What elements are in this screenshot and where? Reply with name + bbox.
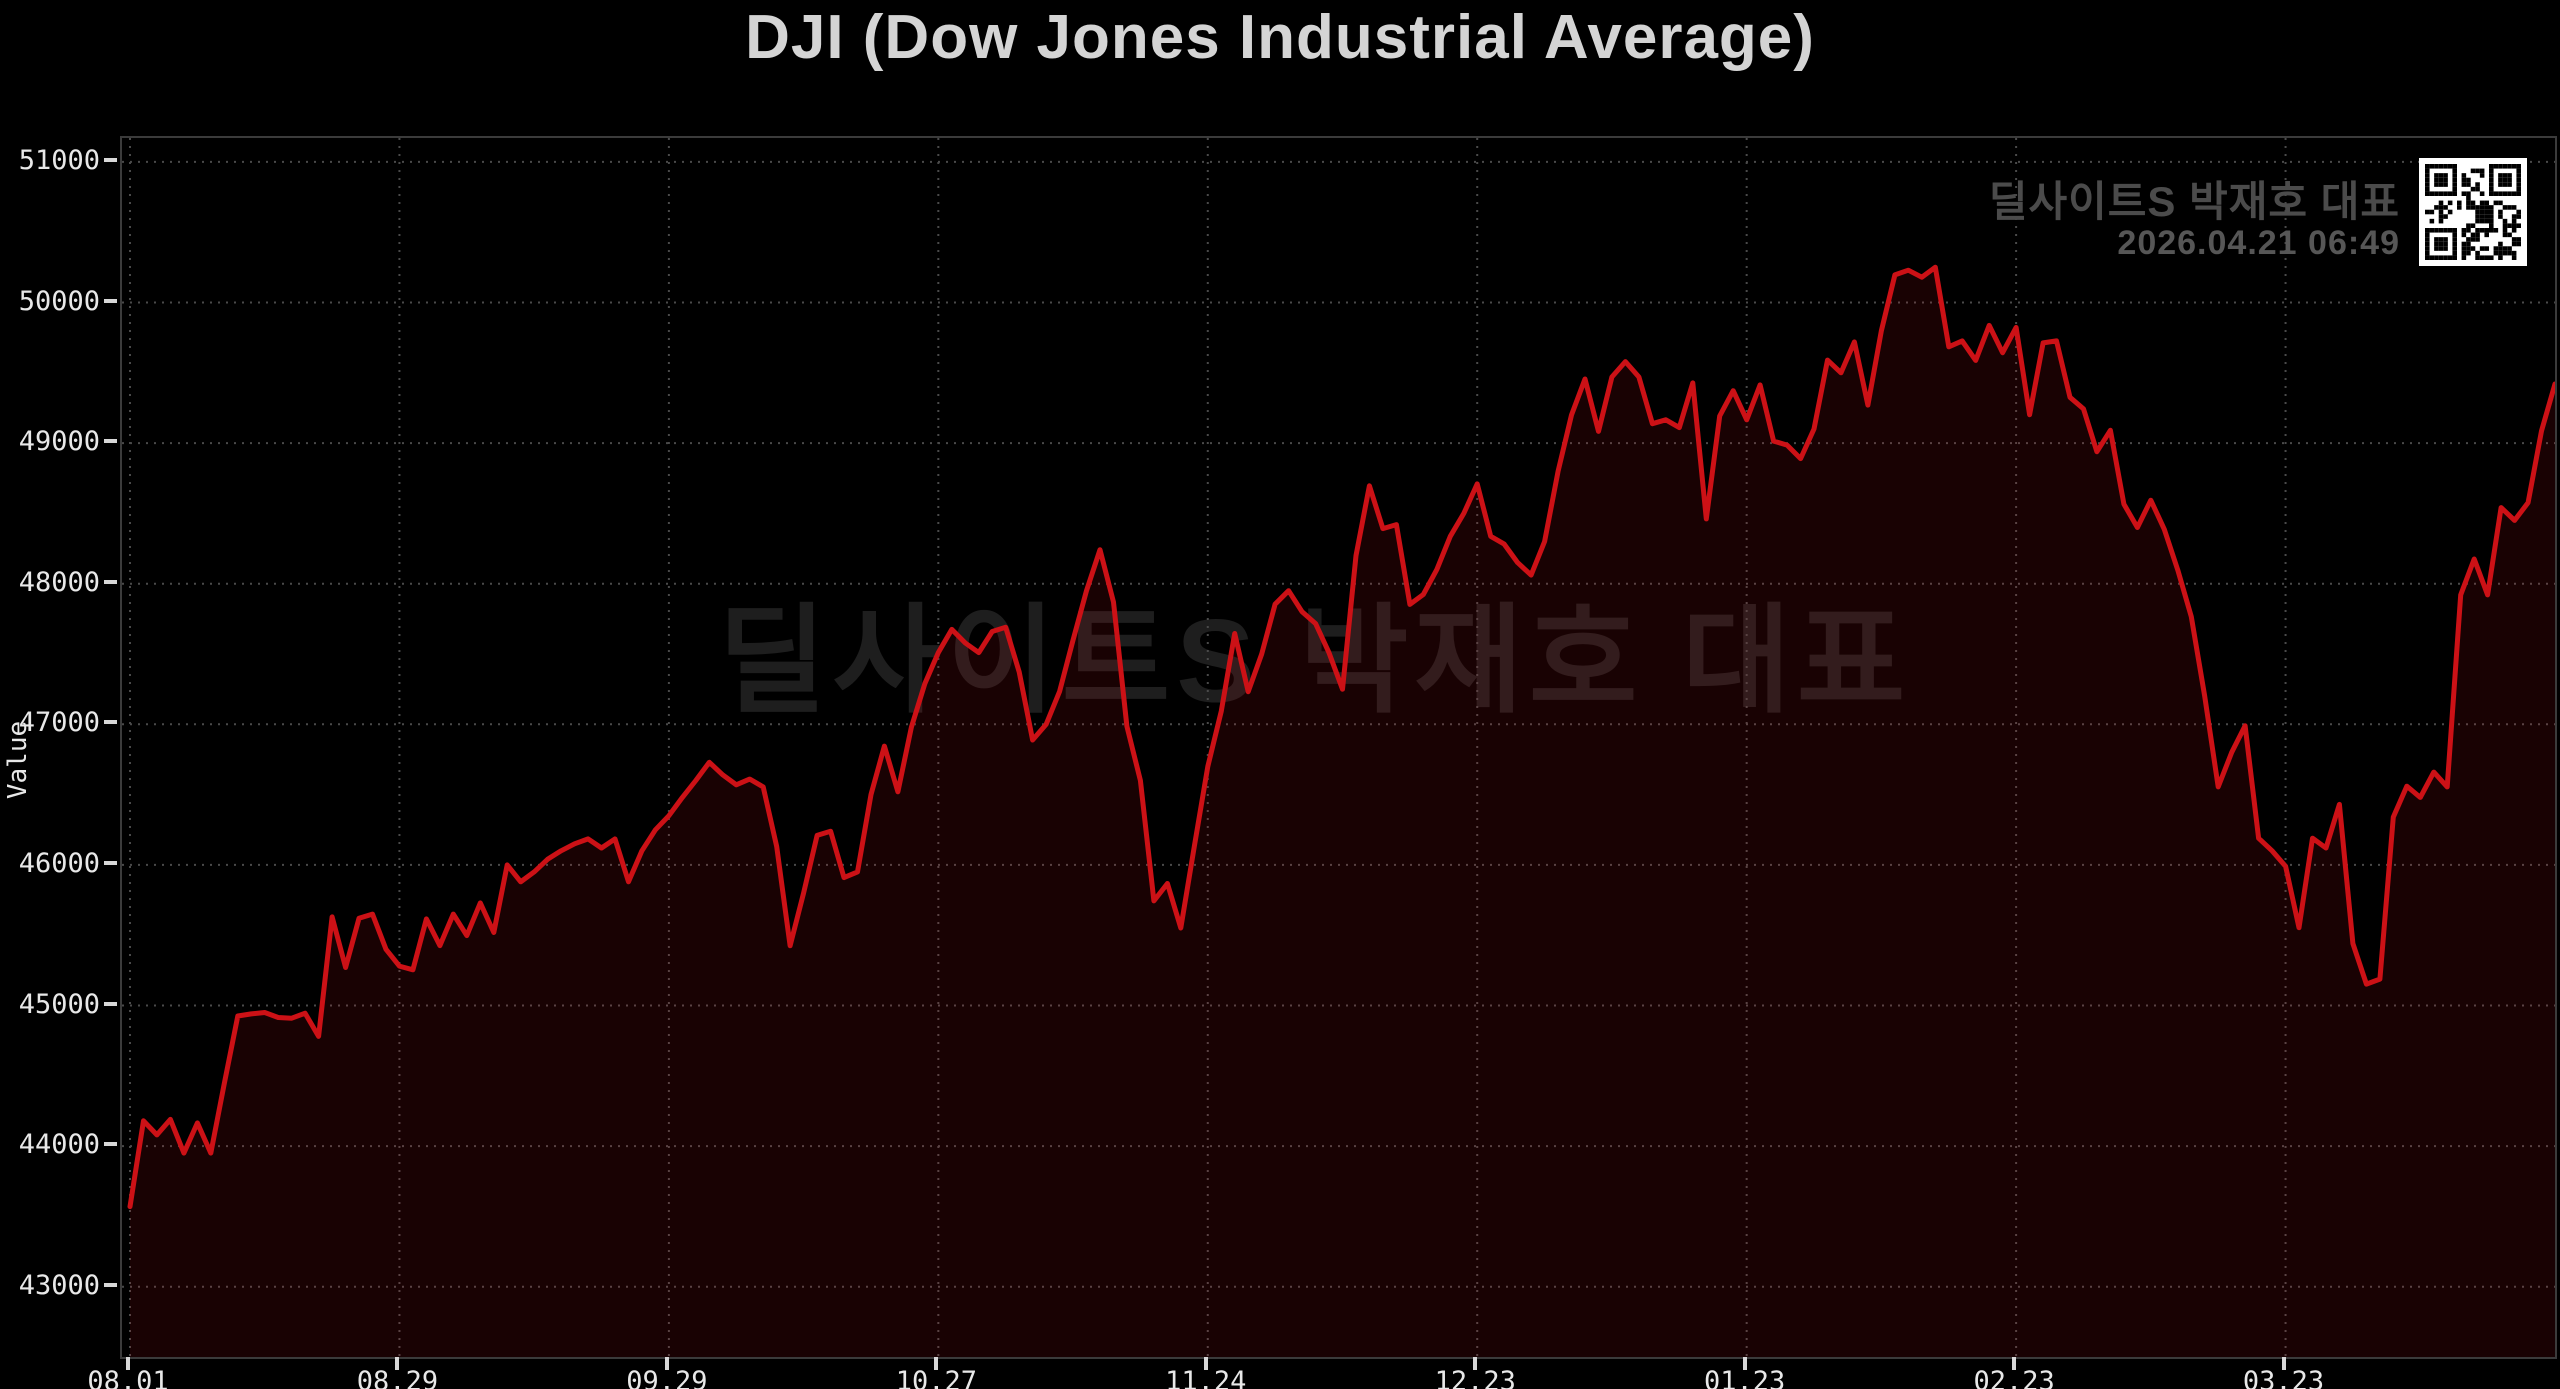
y-tick-label: 46000 [18, 847, 100, 879]
x-tick-mark [664, 1357, 669, 1370]
x-tick-label: 09.29 [626, 1366, 708, 1389]
x-tick-mark [934, 1357, 939, 1370]
x-tick-label: 08.29 [356, 1366, 439, 1389]
x-tick-label: 10.27 [895, 1366, 977, 1389]
y-tick-mark [104, 720, 117, 725]
area-fill [130, 267, 2555, 1357]
x-tick-mark [1203, 1357, 1208, 1370]
y-tick-mark [104, 860, 117, 865]
x-tick-label: 08.01 [87, 1366, 169, 1389]
x-tick-label: 12.23 [1434, 1366, 1516, 1389]
x-tick-label: 02.23 [1973, 1366, 2055, 1389]
price-line [127, 264, 2555, 1210]
y-tick-mark [104, 439, 117, 444]
y-tick-label: 44000 [18, 1129, 100, 1161]
y-tick-label: 50000 [18, 285, 100, 317]
x-tick-mark [1473, 1357, 1478, 1370]
y-tick-mark [104, 1282, 117, 1287]
x-tick-mark [2281, 1357, 2286, 1370]
x-tick-label: 03.23 [2242, 1366, 2325, 1389]
y-tick-label: 49000 [18, 426, 100, 458]
y-tick-mark [104, 1001, 117, 1006]
x-tick-mark [1742, 1357, 1747, 1370]
plot-area: 딜사이트S 박재호 대표 [120, 136, 2557, 1359]
y-tick-label: 48000 [18, 566, 100, 598]
x-tick-mark [395, 1357, 400, 1370]
qr-code-icon [2419, 158, 2527, 266]
page-title: DJI (Dow Jones Industrial Average) [745, 3, 1815, 72]
x-tick-mark [126, 1357, 130, 1370]
price-chart [122, 138, 2555, 1357]
x-tick-label: 11.24 [1165, 1366, 1247, 1389]
x-tick-label: 01.23 [1704, 1366, 1786, 1389]
y-tick-mark [104, 1142, 117, 1147]
y-tick-mark [104, 157, 117, 162]
y-tick-mark [104, 579, 117, 584]
y-axis-title: Value [3, 720, 33, 800]
y-tick-label: 43000 [18, 1269, 100, 1301]
y-tick-mark [104, 298, 117, 303]
x-tick-mark [2012, 1357, 2017, 1370]
y-tick-label: 45000 [18, 988, 100, 1020]
timestamp-text: 2026.04.21 06:49 [2117, 224, 2400, 262]
y-tick-label: 51000 [18, 144, 100, 176]
y-tick-label: 47000 [18, 707, 100, 739]
byline-text: 딜사이트S 박재호 대표 [1988, 178, 2400, 225]
